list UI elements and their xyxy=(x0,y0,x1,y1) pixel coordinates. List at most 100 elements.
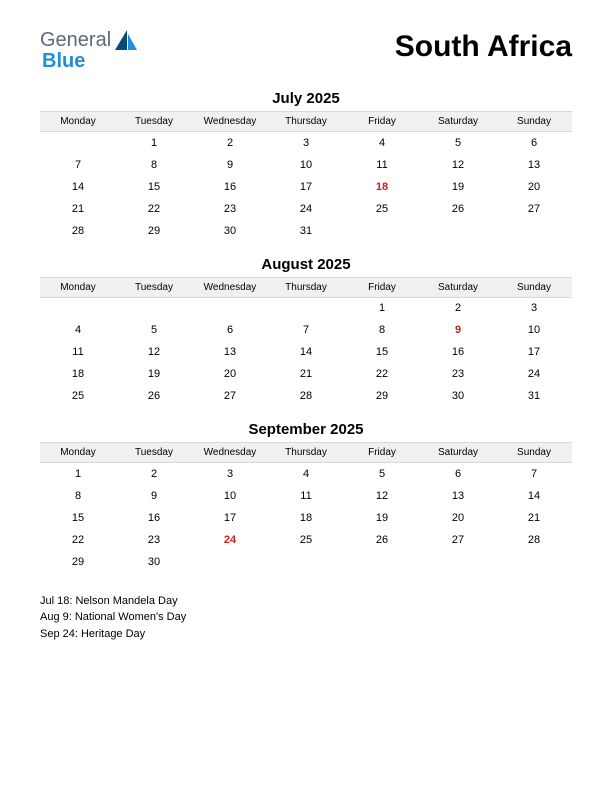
calendar-table: MondayTuesdayWednesdayThursdayFridaySatu… xyxy=(40,277,572,408)
calendar-table: MondayTuesdayWednesdayThursdayFridaySatu… xyxy=(40,111,572,242)
month-block: August 2025 MondayTuesdayWednesdayThursda… xyxy=(40,256,572,408)
day-cell: 7 xyxy=(496,463,572,485)
month-title: August 2025 xyxy=(40,256,572,273)
day-cell: 28 xyxy=(268,385,344,407)
day-cell: 10 xyxy=(192,485,268,507)
table-row: 15161718192021 xyxy=(40,507,572,529)
day-cell: 31 xyxy=(268,220,344,242)
day-cell xyxy=(268,551,344,573)
month-title: July 2025 xyxy=(40,90,572,107)
logo: General Blue xyxy=(40,30,139,72)
day-cell: 26 xyxy=(344,529,420,551)
day-cell xyxy=(496,220,572,242)
table-row: 123456 xyxy=(40,132,572,154)
day-cell: 18 xyxy=(40,363,116,385)
day-cell: 7 xyxy=(40,154,116,176)
day-cell: 17 xyxy=(496,341,572,363)
day-header: Wednesday xyxy=(192,112,268,132)
logo-general: General xyxy=(40,29,111,51)
day-cell xyxy=(268,297,344,319)
day-cell: 24 xyxy=(268,198,344,220)
day-cell: 30 xyxy=(116,551,192,573)
day-cell: 4 xyxy=(344,132,420,154)
holiday-entry: Sep 24: Heritage Day xyxy=(40,626,572,643)
day-cell: 8 xyxy=(116,154,192,176)
day-header: Tuesday xyxy=(116,112,192,132)
holidays-list: Jul 18: Nelson Mandela DayAug 9: Nationa… xyxy=(40,593,572,643)
day-cell: 20 xyxy=(192,363,268,385)
day-cell: 23 xyxy=(116,529,192,551)
day-cell: 6 xyxy=(192,319,268,341)
day-header: Tuesday xyxy=(116,277,192,297)
day-cell: 25 xyxy=(40,385,116,407)
sail-icon xyxy=(113,28,139,52)
day-cell: 27 xyxy=(420,529,496,551)
day-header: Wednesday xyxy=(192,443,268,463)
page-title: South Africa xyxy=(395,30,572,64)
day-cell: 27 xyxy=(496,198,572,220)
day-cell: 12 xyxy=(344,485,420,507)
day-cell: 12 xyxy=(116,341,192,363)
day-cell: 8 xyxy=(40,485,116,507)
holiday-entry: Aug 9: National Women's Day xyxy=(40,609,572,626)
day-cell: 6 xyxy=(420,463,496,485)
day-cell: 16 xyxy=(420,341,496,363)
day-header: Tuesday xyxy=(116,443,192,463)
months-container: July 2025 MondayTuesdayWednesdayThursdayF… xyxy=(40,90,572,573)
logo-blue: Blue xyxy=(42,50,85,72)
table-row: 78910111213 xyxy=(40,154,572,176)
day-cell xyxy=(420,551,496,573)
day-cell: 6 xyxy=(496,132,572,154)
day-header: Saturday xyxy=(420,277,496,297)
day-cell: 21 xyxy=(496,507,572,529)
day-cell: 11 xyxy=(268,485,344,507)
day-cell xyxy=(420,220,496,242)
day-cell: 13 xyxy=(496,154,572,176)
day-cell: 18 xyxy=(344,176,420,198)
day-header: Thursday xyxy=(268,277,344,297)
day-cell: 19 xyxy=(116,363,192,385)
day-cell: 5 xyxy=(116,319,192,341)
day-cell: 11 xyxy=(40,341,116,363)
table-row: 891011121314 xyxy=(40,485,572,507)
day-header: Thursday xyxy=(268,112,344,132)
day-cell: 8 xyxy=(344,319,420,341)
day-cell xyxy=(344,220,420,242)
header: General Blue South Africa xyxy=(40,30,572,72)
day-cell: 28 xyxy=(496,529,572,551)
day-header: Thursday xyxy=(268,443,344,463)
table-row: 25262728293031 xyxy=(40,385,572,407)
day-cell: 2 xyxy=(420,297,496,319)
day-cell: 10 xyxy=(496,319,572,341)
month-title: September 2025 xyxy=(40,421,572,438)
day-cell: 18 xyxy=(268,507,344,529)
day-cell: 3 xyxy=(496,297,572,319)
day-cell: 11 xyxy=(344,154,420,176)
day-cell: 1 xyxy=(116,132,192,154)
day-cell: 1 xyxy=(40,463,116,485)
day-cell: 25 xyxy=(344,198,420,220)
day-cell: 29 xyxy=(40,551,116,573)
day-cell: 15 xyxy=(40,507,116,529)
day-cell: 21 xyxy=(40,198,116,220)
day-cell: 15 xyxy=(344,341,420,363)
day-cell: 2 xyxy=(116,463,192,485)
table-row: 18192021222324 xyxy=(40,363,572,385)
holiday-entry: Jul 18: Nelson Mandela Day xyxy=(40,593,572,610)
day-cell: 4 xyxy=(40,319,116,341)
day-cell: 30 xyxy=(192,220,268,242)
day-cell: 17 xyxy=(192,507,268,529)
day-cell: 13 xyxy=(192,341,268,363)
day-cell xyxy=(192,551,268,573)
table-row: 45678910 xyxy=(40,319,572,341)
day-cell: 19 xyxy=(420,176,496,198)
day-header: Friday xyxy=(344,112,420,132)
day-cell: 5 xyxy=(344,463,420,485)
day-cell xyxy=(496,551,572,573)
day-cell: 1 xyxy=(344,297,420,319)
day-cell xyxy=(40,132,116,154)
day-cell: 16 xyxy=(116,507,192,529)
day-cell: 9 xyxy=(420,319,496,341)
day-cell: 24 xyxy=(192,529,268,551)
month-block: September 2025MondayTuesdayWednesdayThur… xyxy=(40,421,572,573)
